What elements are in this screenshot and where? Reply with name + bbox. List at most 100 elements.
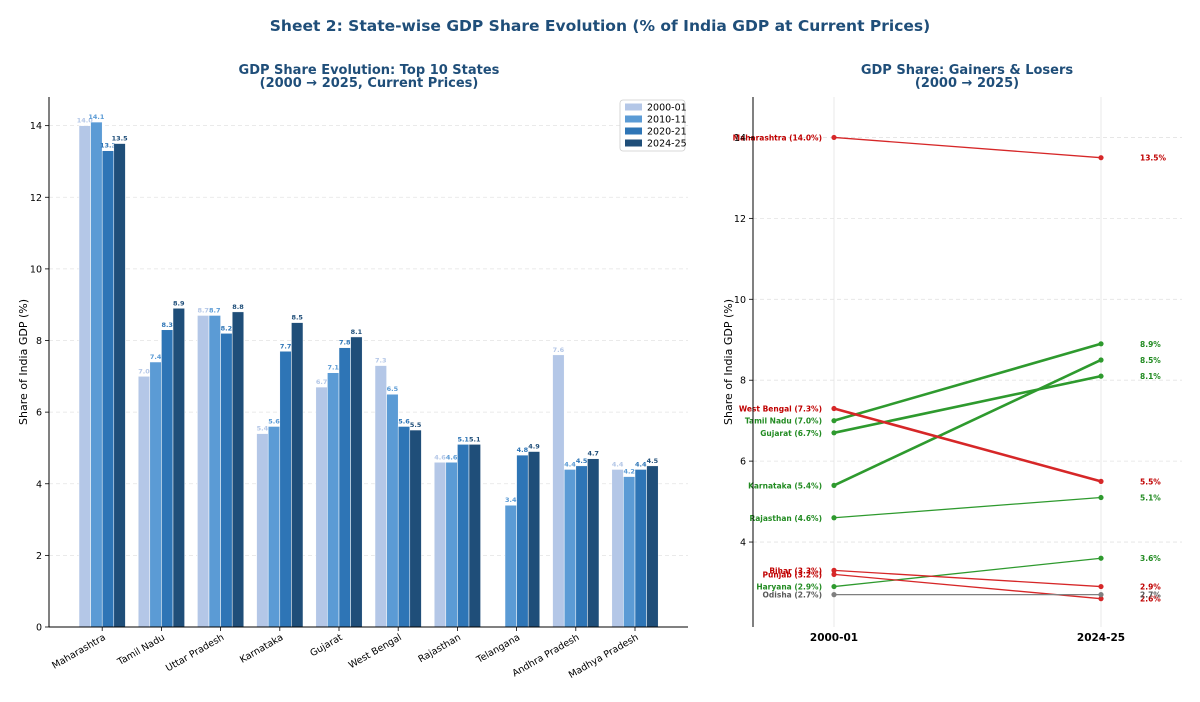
slope-start-point [831, 482, 837, 488]
slope-start-label: Odisha (2.7%) [763, 591, 822, 600]
slope-chart-x-tick-label: 2024-25 [1077, 632, 1125, 644]
bar-value-label: 5.4 [257, 425, 269, 433]
slope-line [833, 557, 1102, 588]
bar [468, 444, 481, 628]
bar-value-label: 7.3 [375, 357, 387, 365]
bar-value-label: 8.5 [291, 314, 303, 322]
bar [90, 121, 103, 628]
bar [516, 454, 529, 628]
slope-end-point [1098, 373, 1104, 379]
bar-chart-x-tick-label: West Bengal [347, 632, 404, 671]
bar-chart-y-tick-label: 0 [36, 623, 42, 634]
slope-chart-y-axis-label: Share of India GDP (%) [722, 299, 735, 425]
slope-chart-y-tick-label: 10 [734, 295, 746, 306]
slope-start-label: Tamil Nadu (7.0%) [745, 417, 822, 426]
slope-start-point [831, 567, 837, 573]
bar [634, 469, 647, 628]
bar-value-label: 4.6 [434, 453, 446, 461]
bar-value-label: 4.4 [564, 460, 576, 468]
slope-end-label: 8.1% [1140, 372, 1161, 381]
slope-chart-x-tick-label: 2000-01 [810, 632, 858, 644]
bar-chart-y-tick-label: 8 [36, 336, 42, 347]
slope-start-point [831, 571, 837, 578]
slope-start-point [831, 430, 837, 436]
bar [161, 329, 174, 628]
bar-value-label: 8.7 [209, 306, 221, 314]
slope-end-label: 8.9% [1140, 340, 1161, 349]
bar-chart-y-tick-label: 12 [30, 193, 42, 204]
bar-chart-y-tick-label: 14 [30, 121, 42, 132]
bar-value-label: 7.4 [150, 353, 162, 361]
bar-value-label: 4.4 [635, 460, 647, 468]
bar [457, 444, 470, 628]
slope-end-label: 5.1% [1140, 494, 1161, 503]
bar [279, 351, 292, 628]
slope-chart-y-tick-label: 4 [740, 538, 746, 549]
bar-value-label: 8.9 [173, 299, 185, 307]
bar-value-label: 6.7 [316, 378, 328, 386]
bar-value-label: 8.3 [161, 321, 173, 329]
slope-end-label: 13.5% [1140, 154, 1167, 163]
bar-value-label: 7.1 [327, 364, 339, 372]
bar [611, 469, 624, 628]
figure-suptitle: Sheet 2: State-wise GDP Share Evolution … [270, 17, 930, 35]
bar [137, 376, 151, 628]
slope-line [833, 136, 1102, 159]
bar-value-label: 5.6 [268, 417, 280, 425]
bar-chart-x-tick-label: Rajasthan [417, 632, 463, 665]
slope-start-label: Haryana (2.9%) [756, 583, 822, 592]
bar-value-label: 7.0 [138, 367, 150, 375]
bar-chart-x-tick-label: Gujarat [308, 632, 344, 659]
bar-value-label: 14.0 [77, 117, 94, 125]
legend-swatch [625, 115, 642, 123]
slope-start-label: West Bengal (7.3%) [739, 405, 822, 414]
slope-chart-title-line2: (2000 → 2025) [915, 76, 1019, 91]
slope-end-point [1098, 478, 1104, 484]
bar-chart-panel: GDP Share Evolution: Top 10 States (2000… [17, 63, 688, 681]
bar-value-label: 8.1 [351, 328, 363, 336]
bar-chart-x-tick-label: Telangana [474, 632, 522, 666]
slope-end-point [1098, 341, 1104, 347]
legend-label: 2010-11 [647, 115, 687, 126]
bar [646, 465, 659, 628]
bar [231, 311, 245, 628]
bar [350, 336, 363, 628]
bar [374, 365, 387, 628]
bar [552, 354, 565, 628]
bar [386, 393, 399, 628]
legend-label: 2024-25 [647, 139, 687, 150]
bar-chart-x-tick-label: Tamil Nadu [115, 632, 167, 668]
slope-end-label: 5.5% [1140, 477, 1161, 486]
bar-chart-title-line1: GDP Share Evolution: Top 10 States [239, 63, 500, 78]
slope-end-point [1098, 592, 1104, 598]
slope-start-label: Maharashtra (14.0%) [733, 133, 822, 142]
bar-value-label: 7.6 [553, 346, 565, 354]
slope-chart-y-tick-label: 8 [740, 376, 746, 387]
bar [397, 426, 411, 628]
slope-start-point [831, 592, 837, 598]
slope-start-point [831, 583, 837, 590]
bar [623, 476, 636, 628]
bar [172, 308, 185, 628]
bar-value-label: 8.7 [197, 306, 209, 314]
bar-chart-y-tick-label: 10 [30, 264, 42, 275]
bar-value-label: 13.3 [100, 142, 116, 150]
slope-end-label: 3.6% [1140, 554, 1161, 563]
bar-chart-y-axis-label: Share of India GDP (%) [17, 299, 30, 425]
bar-value-label: 4.6 [446, 453, 458, 461]
slope-end-point [1098, 357, 1104, 363]
bar-value-label: 5.5 [410, 421, 422, 429]
bar-value-label: 14.1 [88, 113, 105, 121]
legend-label: 2020-21 [647, 127, 687, 138]
bar [101, 150, 115, 628]
legend-label: 2000-01 [647, 103, 687, 114]
slope-start-label: Karnataka (5.4%) [748, 481, 822, 490]
bar [563, 469, 577, 628]
slope-chart-y-tick-label: 12 [734, 214, 746, 225]
slope-end-point [1098, 596, 1104, 602]
bar [267, 426, 281, 628]
slope-start-point [831, 515, 837, 521]
bar-value-label: 4.2 [623, 468, 635, 476]
bar-chart-x-tick-label: Maharashtra [50, 632, 107, 672]
